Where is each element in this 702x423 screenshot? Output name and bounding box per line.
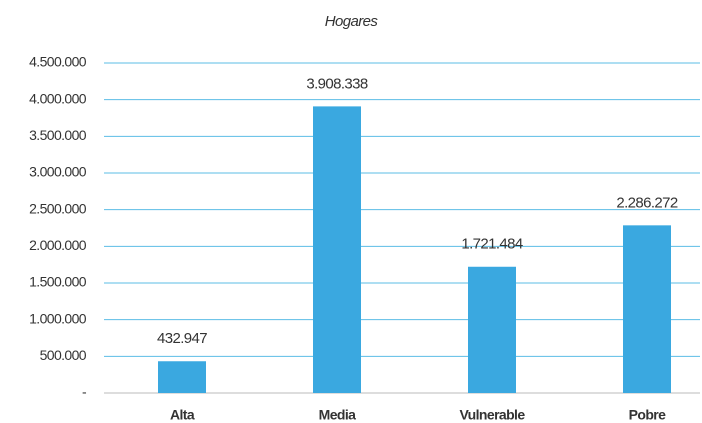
y-tick-label: 3.000.000 xyxy=(29,164,87,180)
x-tick-label: Vulnerable xyxy=(459,407,525,423)
bar xyxy=(623,225,671,393)
y-tick-label: 1.000.000 xyxy=(29,310,87,326)
x-tick-label: Media xyxy=(319,407,356,423)
data-label: 2.286.272 xyxy=(616,194,678,211)
y-tick-label: - xyxy=(82,384,87,400)
data-label: 3.908.338 xyxy=(306,75,368,92)
bar xyxy=(313,106,361,393)
x-tick-label: Pobre xyxy=(629,407,666,423)
bar xyxy=(158,361,206,393)
x-tick-label: Alta xyxy=(170,407,195,423)
bar xyxy=(468,266,516,393)
chart-title: Hogares xyxy=(325,13,379,30)
y-tick-label: 3.500.000 xyxy=(29,127,87,143)
data-label: 432.947 xyxy=(157,330,207,347)
y-tick-label: 4.000.000 xyxy=(29,90,87,106)
y-tick-label: 2.000.000 xyxy=(29,237,87,253)
y-tick-label: 4.500.000 xyxy=(29,54,87,70)
data-label: 1.721.484 xyxy=(461,236,523,253)
y-tick-label: 2.500.000 xyxy=(29,200,87,216)
y-tick-label: 500.000 xyxy=(40,347,87,363)
y-tick-label: 1.500.000 xyxy=(29,274,87,290)
